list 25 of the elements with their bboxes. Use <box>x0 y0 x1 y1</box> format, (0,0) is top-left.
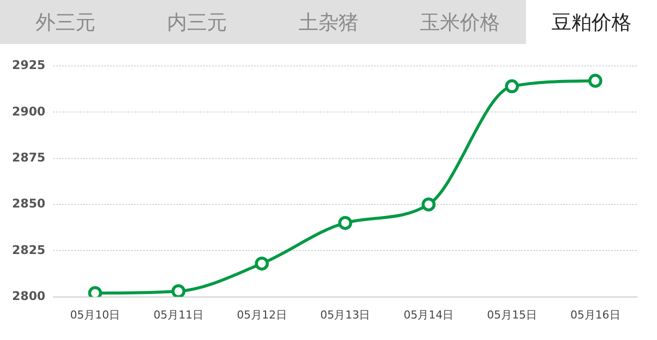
text: 玉米价格 <box>418 8 501 36</box>
point <box>171 284 186 297</box>
point <box>422 197 436 212</box>
chart-title: 豆粕价格 <box>526 0 657 44</box>
y-tick-label: 2875 <box>12 150 46 164</box>
x-tick-label: 05月10日 <box>70 308 120 322</box>
point <box>504 79 519 94</box>
y-tick-label: 2800 <box>12 288 46 303</box>
y-tick-label: 2825 <box>12 242 46 257</box>
x-tick-label: 05月16日 <box>570 308 620 322</box>
y-tick-label: 2900 <box>12 104 46 118</box>
text: 土杂猪 <box>298 8 360 36</box>
y-tick-label: 2850 <box>12 196 46 211</box>
x-tick-label: 05月13日 <box>320 308 370 322</box>
point <box>254 256 269 271</box>
text: 内三元 <box>166 8 228 36</box>
x-tick-label: 05月12日 <box>236 308 287 322</box>
point <box>88 286 102 297</box>
text: 外三元 <box>34 8 97 36</box>
point <box>338 216 352 230</box>
point <box>588 74 602 88</box>
x-tick-label: 05月14日 <box>404 308 454 322</box>
y-tick-label: 2925 <box>12 58 46 72</box>
x-tick-label: 05月15日 <box>486 308 537 322</box>
x-tick-label: 05月11日 <box>153 308 204 322</box>
